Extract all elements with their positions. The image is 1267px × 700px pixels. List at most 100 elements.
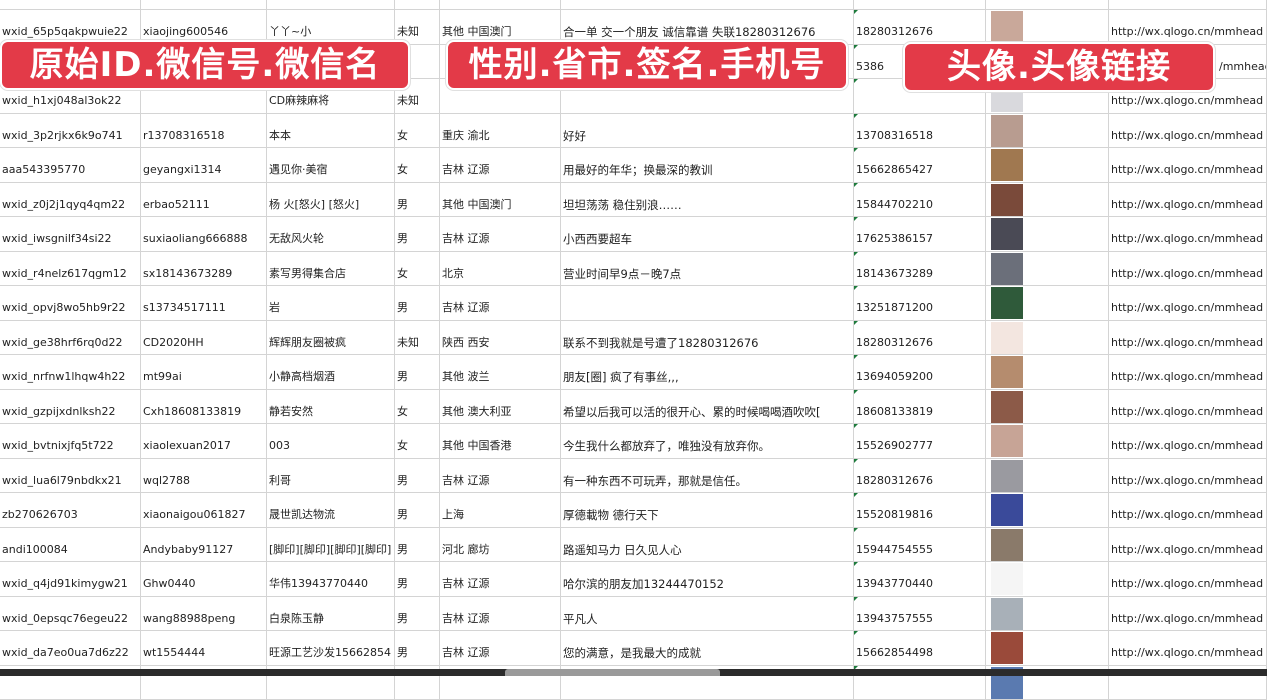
cell-avatar[interactable] (986, 10, 1109, 44)
cell-gender[interactable]: 男 (395, 459, 440, 493)
cell-url[interactable]: http://wx.qlogo.cn/mmhead (1109, 424, 1267, 458)
cell-signature[interactable]: 路遥知马力 日久见人心 (561, 528, 854, 562)
cell-url[interactable]: http://wx.qlogo.cn/mmhead (1109, 114, 1267, 148)
cell-id[interactable]: wxid_gzpijxdnlksh22 (0, 390, 141, 424)
cell-region[interactable]: 吉林 辽源 (440, 597, 561, 631)
cell-region[interactable]: 吉林 辽源 (440, 148, 561, 182)
cell-wechat[interactable]: wang88988peng (141, 597, 267, 631)
cell-wechat[interactable]: Andybaby91127 (141, 528, 267, 562)
cell-url[interactable]: http://wx.qlogo.cn/mmhead (1109, 252, 1267, 286)
cell-id[interactable]: wxid_nrfnw1lhqw4h22 (0, 355, 141, 389)
cell-wechat[interactable]: xiaonaigou061827 (141, 493, 267, 527)
cell-region[interactable]: 吉林 辽源 (440, 286, 561, 320)
cell-id[interactable]: wxid_bvtnixjfq5t722 (0, 424, 141, 458)
cell[interactable] (440, 0, 561, 9)
cell-region[interactable]: 上海 (440, 493, 561, 527)
cell[interactable] (1109, 0, 1267, 9)
cell-signature[interactable]: 小西西要超车 (561, 217, 854, 251)
cell[interactable] (141, 0, 267, 9)
cell-phone[interactable]: 18608133819 (854, 390, 986, 424)
cell-name[interactable]: 小静高档烟酒 (267, 355, 395, 389)
cell-name[interactable]: [脚印][脚印][脚印][脚印] (267, 528, 395, 562)
cell-wechat[interactable]: suxiaoliang666888 (141, 217, 267, 251)
cell-signature[interactable]: 哈尔滨的朋友加13244470152 (561, 562, 854, 596)
cell-name[interactable]: 无敌风火轮 (267, 217, 395, 251)
cell-phone[interactable]: 15662865427 (854, 148, 986, 182)
cell-wechat[interactable]: CD2020HH (141, 321, 267, 355)
cell-phone[interactable]: 13943757555 (854, 597, 986, 631)
cell-avatar[interactable] (986, 114, 1109, 148)
cell-wechat[interactable]: Cxh18608133819 (141, 390, 267, 424)
cell-avatar[interactable] (986, 528, 1109, 562)
cell-gender[interactable]: 男 (395, 286, 440, 320)
cell-gender[interactable]: 男 (395, 597, 440, 631)
cell-id[interactable]: zb270626703 (0, 493, 141, 527)
cell-avatar[interactable] (986, 355, 1109, 389)
cell-url[interactable]: http://wx.qlogo.cn/mmhead (1109, 10, 1267, 44)
cell-avatar[interactable] (986, 148, 1109, 182)
cell-url[interactable]: http://wx.qlogo.cn/mmhead (1109, 148, 1267, 182)
cell-url[interactable]: http://wx.qlogo.cn/mmhead (1109, 528, 1267, 562)
cell-id[interactable]: wxid_r4nelz617qgm12 (0, 252, 141, 286)
scrollbar-thumb[interactable] (505, 669, 720, 676)
cell-name[interactable]: 利哥 (267, 459, 395, 493)
cell-name[interactable]: 丫丫~小 (267, 10, 395, 44)
cell-phone[interactable]: 15844702210 (854, 183, 986, 217)
cell-phone[interactable]: 13251871200 (854, 286, 986, 320)
cell-gender[interactable]: 女 (395, 252, 440, 286)
cell-avatar[interactable] (986, 597, 1109, 631)
cell-name[interactable]: 遇见你·美宿 (267, 148, 395, 182)
cell-id[interactable]: wxid_0epsqc76egeu22 (0, 597, 141, 631)
cell-wechat[interactable]: Ghw0440 (141, 562, 267, 596)
cell-region[interactable]: 吉林 辽源 (440, 562, 561, 596)
cell[interactable] (561, 0, 854, 9)
cell-wechat[interactable]: geyangxi1314 (141, 148, 267, 182)
cell-gender[interactable]: 男 (395, 217, 440, 251)
cell-id[interactable]: wxid_z0j2j1qyq4qm22 (0, 183, 141, 217)
cell-phone[interactable]: 18143673289 (854, 252, 986, 286)
cell-gender[interactable]: 女 (395, 424, 440, 458)
cell-region[interactable]: 其他 波兰 (440, 355, 561, 389)
cell-avatar[interactable] (986, 183, 1109, 217)
cell-region[interactable]: 吉林 辽源 (440, 459, 561, 493)
cell-id[interactable]: wxid_65p5qakpwuie22 (0, 10, 141, 44)
cell-signature[interactable]: 用最好的年华；换最深的教训 (561, 148, 854, 182)
cell-wechat[interactable]: xiaolexuan2017 (141, 424, 267, 458)
cell-url[interactable]: http://wx.qlogo.cn/mmhead (1109, 286, 1267, 320)
cell-signature[interactable]: 联系不到我就是号遭了18280312676 (561, 321, 854, 355)
cell-wechat[interactable]: xiaojing600546 (141, 10, 267, 44)
cell-avatar[interactable] (986, 321, 1109, 355)
cell-phone[interactable]: 18280312676 (854, 10, 986, 44)
cell-gender[interactable]: 未知 (395, 10, 440, 44)
cell-id[interactable]: wxid_lua6l79nbdkx21 (0, 459, 141, 493)
cell-signature[interactable]: 希望以后我可以活的很开心、累的时候喝喝酒吹吹[ (561, 390, 854, 424)
cell-region[interactable]: 其他 中国澳门 (440, 10, 561, 44)
cell-wechat[interactable]: s13734517111 (141, 286, 267, 320)
cell-signature[interactable]: 厚德載物 德行天下 (561, 493, 854, 527)
cell-name[interactable]: 辉辉朋友圈被疯 (267, 321, 395, 355)
cell-wechat[interactable]: erbao52111 (141, 183, 267, 217)
cell-avatar[interactable] (986, 459, 1109, 493)
cell-signature[interactable]: 平凡人 (561, 597, 854, 631)
cell[interactable] (395, 0, 440, 9)
cell-gender[interactable]: 男 (395, 355, 440, 389)
cell-signature[interactable]: 有一种东西不可玩弄，那就是信任。 (561, 459, 854, 493)
cell-name[interactable]: 华伟13943770440 (267, 562, 395, 596)
cell-region[interactable]: 吉林 辽源 (440, 217, 561, 251)
cell-wechat[interactable]: r13708316518 (141, 114, 267, 148)
cell-avatar[interactable] (986, 493, 1109, 527)
cell-signature[interactable]: 今生我什么都放弃了，唯独没有放弃你。 (561, 424, 854, 458)
cell-id[interactable]: wxid_iwsgnilf34si22 (0, 217, 141, 251)
cell-phone[interactable]: 15944754555 (854, 528, 986, 562)
cell-signature[interactable]: 好好 (561, 114, 854, 148)
cell-avatar[interactable] (986, 252, 1109, 286)
cell-id[interactable]: wxid_opvj8wo5hb9r22 (0, 286, 141, 320)
cell-avatar[interactable] (986, 217, 1109, 251)
cell-wechat[interactable]: mt99ai (141, 355, 267, 389)
cell-url[interactable]: http://wx.qlogo.cn/mmhead (1109, 355, 1267, 389)
cell-region[interactable]: 其他 澳大利亚 (440, 390, 561, 424)
cell-url[interactable]: http://wx.qlogo.cn/mmhead (1109, 217, 1267, 251)
cell-id[interactable]: aaa543395770 (0, 148, 141, 182)
cell-id[interactable]: wxid_da7eo0ua7d6z22 (0, 631, 141, 665)
cell-phone[interactable]: 13708316518 (854, 114, 986, 148)
